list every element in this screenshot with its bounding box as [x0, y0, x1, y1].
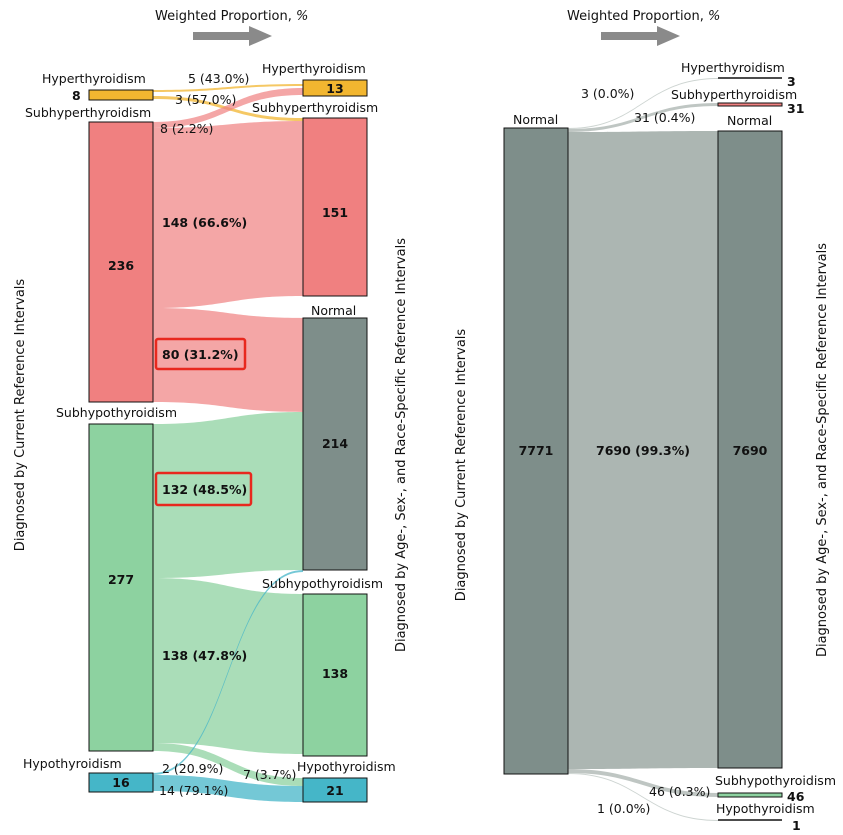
right-flow-label-normal-to-subhypo: 46 (0.3%) [649, 784, 710, 799]
left-source-node-hyperthyroidism [88, 89, 154, 101]
left-target-node-subhyperthyroidism [302, 117, 368, 297]
left-header: Weighted Proportion, % [155, 9, 308, 24]
left-panel-source-axis-label: Diagnosed by Current Reference Intervals [13, 279, 28, 552]
flow-hyper-to-hyper [153, 84, 303, 92]
left-target-value-normal: 214 [322, 436, 348, 451]
right-target-node-subhypothyroidism [717, 792, 783, 798]
flow-subhypo-to-normal [153, 412, 303, 578]
right-flows [568, 78, 718, 821]
right-flow-label-normal-to-hyper: 3 (0.0%) [581, 86, 634, 101]
right-target-value-hyperthyroidism: 3 [787, 74, 796, 89]
highlight-box-subhypo-to-normal [154, 471, 253, 507]
left-target-node-subhypothyroidism [302, 593, 368, 757]
left-flow-label-subhyper-to-normal: 80 (31.2%) [162, 347, 239, 362]
left-flow-label-subhypo-to-hypo: 7 (3.7%) [243, 767, 296, 782]
right-target-value-normal: 7690 [733, 443, 768, 458]
left-target-label-hyperthyroidism: Hyperthyroidism [262, 61, 366, 76]
flow-normal-to-normal [568, 131, 718, 769]
left-flow-label-subhypo-to-normal: 132 (48.5%) [162, 482, 247, 497]
left-source-label-subhypothyroidism: Subhypothyroidism [56, 405, 177, 420]
left-target-value-subhyperthyroidism: 151 [322, 205, 348, 220]
flow-hypo-to-subhypo [153, 570, 303, 775]
left-panel: Weighted Proportion, % [13, 9, 409, 803]
left-source-value-hypothyroidism: 16 [112, 775, 130, 790]
flow-subhyper-to-normal [153, 308, 303, 412]
left-source-label-subhyperthyroidism: Subhyperthyroidism [25, 105, 151, 120]
left-source-value-subhyperthyroidism: 236 [108, 258, 134, 273]
left-source-node-hypothyroidism [88, 772, 154, 793]
right-target-value-subhypothyroidism: 46 [787, 789, 805, 804]
right-flow-label-normal-to-normal: 7690 (99.3%) [596, 443, 690, 458]
flow-normal-to-subhyper [568, 103, 718, 132]
left-target-value-subhypothyroidism: 138 [322, 666, 348, 681]
right-target-label-hyperthyroidism: Hyperthyroidism [681, 60, 785, 75]
left-flow-label-subhyper-to-hyper: 8 (2.2%) [160, 121, 213, 136]
left-target-node-hyperthyroidism [302, 79, 368, 97]
left-target-node-normal [302, 317, 368, 571]
right-target-label-normal: Normal [727, 113, 772, 128]
right-panel-source-axis-label: Diagnosed by Current Reference Intervals [454, 329, 469, 602]
left-flow-label-hyper-to-subhyper: 3 (57.0%) [175, 92, 236, 107]
left-panel-target-axis-label: Diagnosed by Age-, Sex-, and Race-Specif… [394, 238, 409, 652]
right-target-node-normal [717, 130, 783, 769]
right-header-arrow-icon [601, 26, 680, 46]
right-target-label-subhypothyroidism: Subhypothyroidism [715, 773, 836, 788]
left-header-arrow-icon [193, 26, 272, 46]
left-source-value-hyperthyroidism: 8 [72, 88, 81, 103]
right-target-node-subhyperthyroidism [717, 102, 783, 107]
highlight-box-subhyper-to-normal [154, 337, 247, 371]
left-target-value-hyperthyroidism: 13 [326, 81, 343, 96]
right-target-label-hypothyroidism: Hypothyroidism [716, 801, 815, 816]
left-flow-label-hypo-to-subhypo: 2 (20.9%) [162, 761, 223, 776]
right-panel: Weighted Proportion, % Normal 7771 Hyper… [454, 9, 836, 833]
left-flow-label-hyper-to-hyper: 5 (43.0%) [188, 71, 249, 86]
left-source-node-subhypothyroidism [88, 423, 154, 752]
right-source-value-normal: 7771 [519, 443, 554, 458]
right-flow-label-normal-to-subhyper: 31 (0.4%) [634, 110, 695, 125]
right-target-value-subhyperthyroidism: 31 [787, 101, 804, 116]
right-panel-target-axis-label: Diagnosed by Age-, Sex-, and Race-Specif… [815, 243, 830, 657]
left-source-value-subhypothyroidism: 277 [108, 572, 134, 587]
right-header: Weighted Proportion, % [567, 9, 720, 24]
left-target-value-hypothyroidism: 21 [326, 783, 343, 798]
right-source-label-normal: Normal [513, 112, 558, 127]
left-target-label-hypothyroidism: Hypothyroidism [297, 759, 396, 774]
flow-normal-to-hyper [568, 78, 718, 129]
flow-hypo-to-hypo [153, 775, 303, 802]
left-source-label-hypothyroidism: Hypothyroidism [23, 756, 122, 771]
left-target-label-subhyperthyroidism: Subhyperthyroidism [252, 100, 378, 115]
left-source-node-subhyperthyroidism [88, 121, 154, 403]
flow-subhyper-to-subhyper [153, 121, 303, 308]
left-target-node-hypothyroidism [302, 777, 368, 803]
right-target-value-hypothyroidism: 1 [792, 818, 801, 833]
flow-subhypo-to-subhypo [153, 578, 303, 754]
flow-normal-to-hypo [568, 773, 718, 821]
flow-normal-to-subhypo [568, 769, 718, 797]
right-source-node-normal [503, 127, 569, 775]
right-flow-label-normal-to-hypo: 1 (0.0%) [597, 801, 650, 816]
left-flows [153, 84, 303, 802]
left-flow-label-hypo-to-hypo: 14 (79.1%) [159, 783, 228, 798]
left-source-label-hyperthyroidism: Hyperthyroidism [42, 71, 146, 86]
left-target-label-normal: Normal [311, 303, 356, 318]
right-target-label-subhyperthyroidism: Subhyperthyroidism [671, 87, 797, 102]
left-flow-label-subhyper-to-subhyper: 148 (66.6%) [162, 215, 247, 230]
left-target-label-subhypothyroidism: Subhypothyroidism [262, 576, 383, 591]
flow-subhyper-to-hyper [153, 88, 303, 128]
flow-subhypo-to-hypo [153, 743, 303, 786]
left-flow-label-subhypo-to-subhypo: 138 (47.8%) [162, 648, 247, 663]
